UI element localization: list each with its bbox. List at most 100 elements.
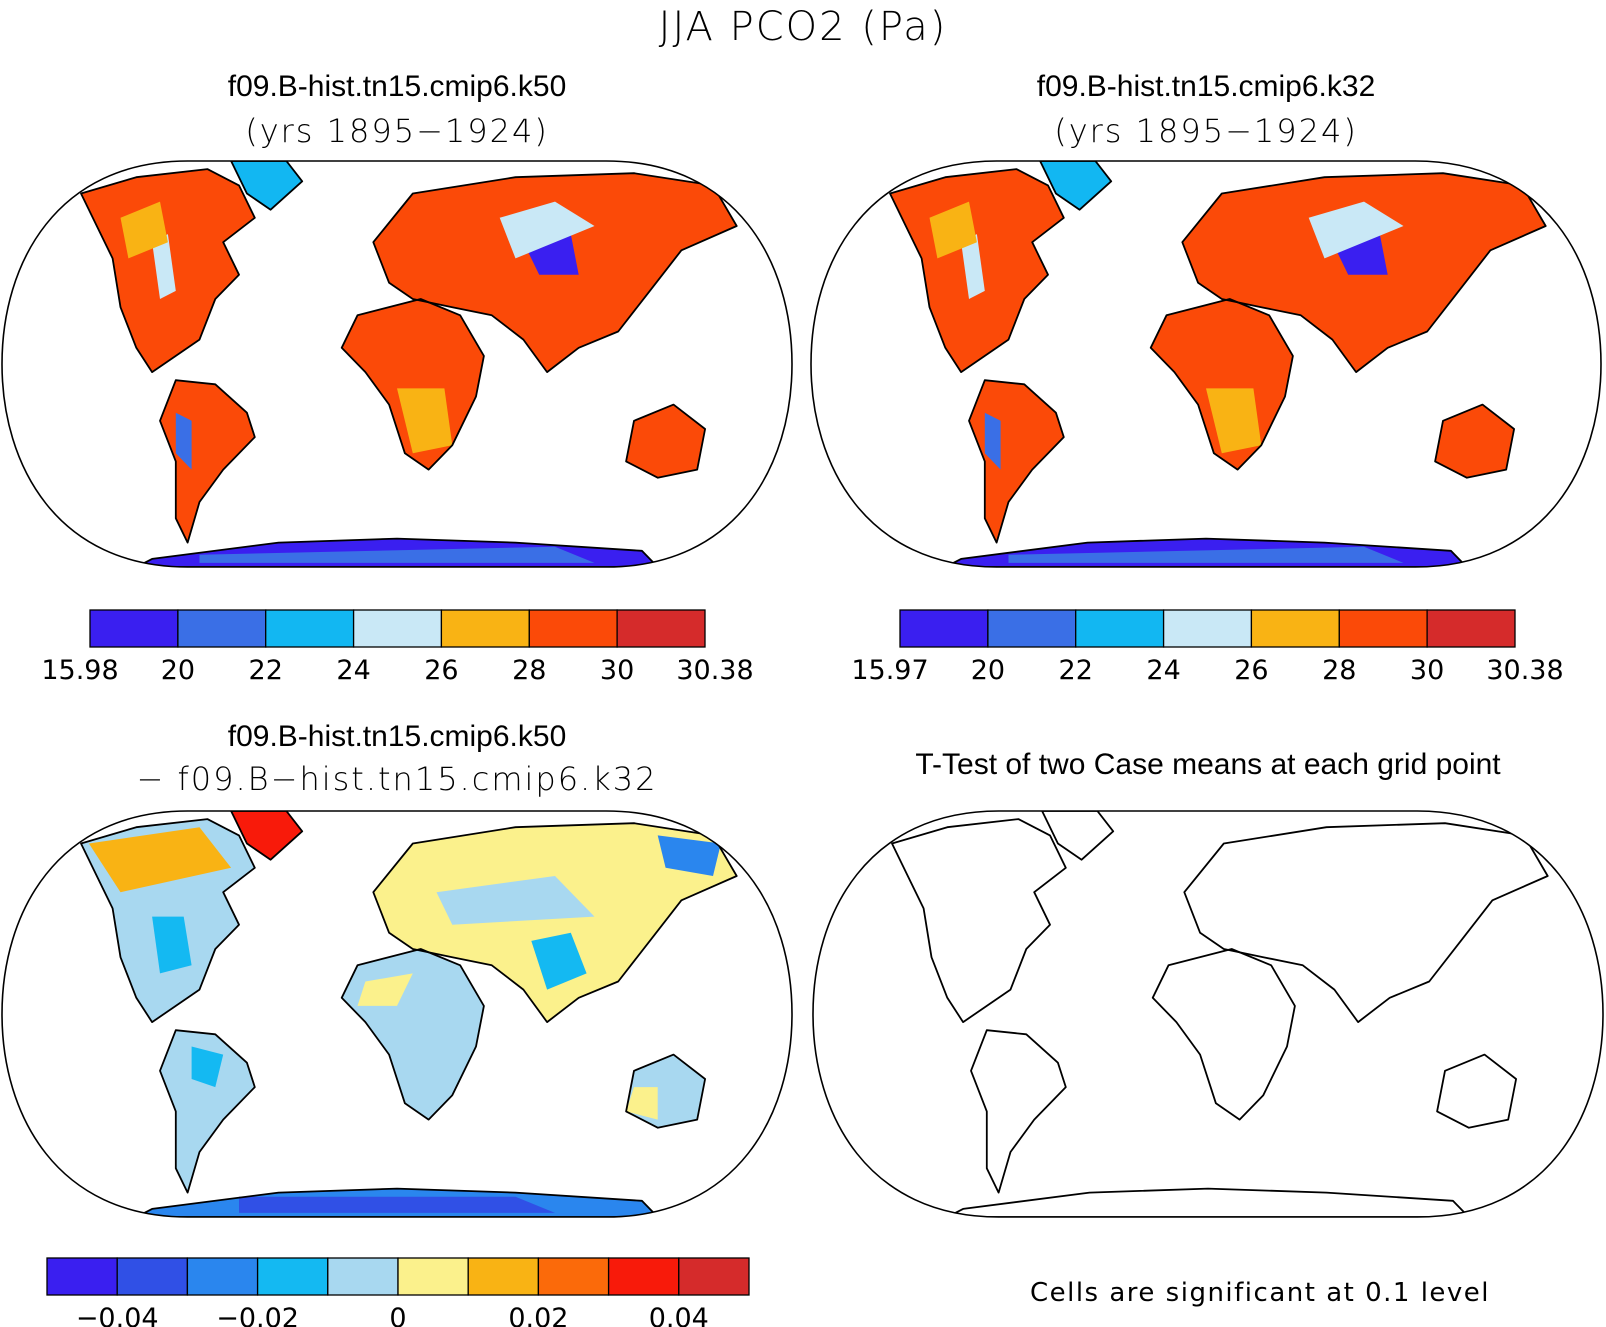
colorbar-box	[265, 609, 355, 648]
colorbar-label: 20	[971, 655, 1005, 686]
colorbar-label: 30.38	[1486, 655, 1563, 686]
colorbar-box	[116, 1257, 189, 1296]
land-layer	[889, 161, 1547, 567]
colorbar-box	[440, 609, 530, 648]
contour-patch	[199, 546, 595, 563]
colorbar-label: 28	[512, 655, 546, 686]
colorbar-box	[987, 609, 1077, 648]
coastline-australia	[1436, 1053, 1517, 1129]
contour-patch	[657, 835, 721, 876]
contour-patch	[152, 234, 176, 299]
colorbar-box	[89, 609, 179, 648]
map-panel-ttest	[812, 810, 1604, 1218]
colorbar-label: 0	[389, 1303, 406, 1327]
contour-patch	[531, 932, 587, 990]
land-greenland	[231, 811, 303, 860]
colorbar-label: 26	[424, 655, 458, 686]
contour-patch	[436, 876, 595, 925]
colorbar-box	[616, 609, 706, 648]
land-southAmerica	[160, 1030, 255, 1193]
contour-patch	[929, 201, 977, 259]
panel3-title: f09.B-hist.tn15.cmip6.k50	[227, 720, 567, 753]
colorbar-box	[467, 1257, 540, 1296]
coastline-northAmerica	[889, 168, 1065, 374]
land-layer	[80, 161, 738, 567]
coastline-antarctica	[946, 1187, 1470, 1217]
colorbar-box	[397, 1257, 469, 1296]
colorbar-box	[899, 609, 989, 648]
contour-patch	[88, 827, 232, 893]
colorbar-label: 22	[1059, 655, 1093, 686]
colorbar-label: 0.04	[649, 1303, 709, 1327]
contour-patch	[961, 234, 985, 299]
land-greenland	[1040, 161, 1112, 210]
coastline-eurasia	[372, 822, 738, 1023]
contour-patch	[120, 201, 168, 259]
colorbar-box	[256, 1257, 329, 1296]
colorbar-case2: 15.97 20 22 24 26 28 30 30.38	[851, 609, 1564, 686]
panel3-subtitle: − f09.B−hist.tn15.cmip6.k32	[136, 760, 658, 798]
contour-patch	[152, 916, 192, 974]
panel4-title: T-Test of two Case means at each grid po…	[915, 748, 1501, 781]
panel1-title: f09.B-hist.tn15.cmip6.k50	[227, 70, 567, 103]
colorbar-label: 15.97	[851, 655, 928, 686]
coastline-southAmerica	[159, 379, 256, 544]
contour-patch	[357, 973, 413, 1006]
coastline-eurasia	[372, 172, 738, 374]
map-panel-case2	[810, 160, 1602, 568]
contour-patch	[984, 412, 1001, 470]
significance-note: Cells are significant at 0.1 level	[1029, 1278, 1491, 1308]
coastline-australia	[1434, 403, 1515, 479]
colorbar-label: 28	[1322, 655, 1356, 686]
coastline-antarctica	[135, 537, 659, 567]
map-panel-case1	[1, 160, 793, 568]
contour-patch	[175, 412, 192, 470]
land-greenland	[231, 161, 303, 210]
coastline-antarctica	[135, 1187, 659, 1217]
coastline-greenland	[1039, 161, 1113, 211]
colorbar-case1: 15.98 20 22 24 26 28 30 30.38	[41, 609, 754, 686]
colorbar-difference: −0.04 −0.02 0 0.02 0.04	[46, 1257, 750, 1327]
contour-patch	[397, 388, 453, 454]
colorbar-label: 30	[1410, 655, 1444, 686]
land-australia	[626, 404, 706, 478]
map-border	[810, 160, 1602, 568]
coastline-australia	[625, 403, 706, 479]
coastline-africa	[340, 948, 485, 1121]
colorbar-box	[327, 1257, 399, 1296]
colorbar-label: 26	[1234, 655, 1268, 686]
panel1-subtitle: (yrs 1895−1924)	[245, 112, 549, 150]
coastline-northAmerica	[891, 818, 1067, 1023]
colorbar-label: 30	[600, 655, 634, 686]
coastline-southAmerica	[970, 1029, 1067, 1194]
coastline-greenland	[230, 811, 304, 861]
panel2-subtitle: (yrs 1895−1924)	[1054, 112, 1358, 150]
colorbar-box	[1426, 609, 1516, 648]
land-eurasia	[373, 823, 737, 1023]
land-layer	[891, 811, 1549, 1217]
figure-title: JJA PCO2 (Pa)	[658, 4, 948, 50]
coastline-greenland	[1041, 811, 1115, 861]
contour-patch	[499, 201, 595, 259]
coastline-africa	[1149, 298, 1294, 471]
colorbar-box	[678, 1257, 750, 1296]
contour-patch	[1206, 388, 1262, 454]
colorbar-box	[1250, 609, 1340, 648]
colorbar-box	[186, 1257, 259, 1296]
colorbar-label: 0.02	[508, 1303, 568, 1327]
contour-patch	[1308, 201, 1404, 259]
colorbar-box	[1162, 609, 1253, 648]
colorbar-box	[352, 609, 443, 648]
colorbar-label: 30.38	[676, 655, 753, 686]
contour-patch	[626, 1087, 658, 1120]
colorbar-box	[607, 1257, 680, 1296]
contour-patch	[239, 1196, 555, 1213]
coastline-northAmerica	[80, 818, 256, 1023]
map-border	[812, 810, 1604, 1218]
coastline-australia	[625, 1053, 706, 1129]
coastline-northAmerica	[80, 168, 256, 374]
colorbar-box	[46, 1257, 118, 1296]
colorbar-label: 24	[1146, 655, 1180, 686]
map-background	[813, 811, 1603, 1217]
